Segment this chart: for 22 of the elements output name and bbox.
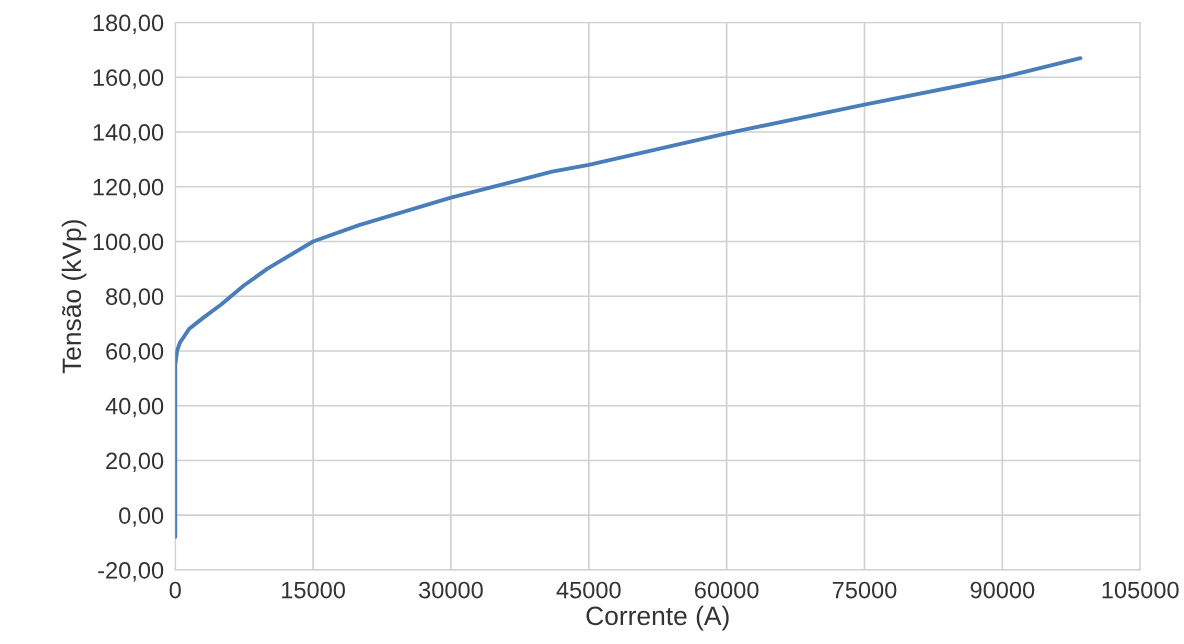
x-tick-label: 30000 [419,581,483,599]
y-tick-label: 0,00 [119,507,164,527]
x-tick-label: 105000 [1102,581,1179,599]
x-tick-label: 60000 [695,581,759,599]
y-tick-label: -20,00 [98,562,164,582]
y-tick-label: 20,00 [106,452,164,473]
y-axis-title: Tensão (kVp) [61,220,87,374]
y-tick-label: 140,00 [93,124,164,144]
x-tick-label: 15000 [282,581,345,599]
y-tick-label: 160,00 [93,69,164,89]
y-tick-label: 40,00 [105,397,164,418]
y-tick-label: 120,00 [93,178,164,199]
y-tick-label: 180,00 [93,14,164,35]
x-tick-label: 45000 [556,581,621,599]
y-tick-label: 60,00 [106,343,164,363]
x-tick-label: 75000 [832,581,897,599]
x-axis-title: Corrente (A) [586,605,729,631]
y-tick-label: 100,00 [93,233,164,254]
x-tick-label: 90000 [970,581,1035,599]
line-series [175,56,1083,540]
x-tick-label: 0 [169,581,181,599]
y-tick-label: 80,00 [106,288,164,308]
